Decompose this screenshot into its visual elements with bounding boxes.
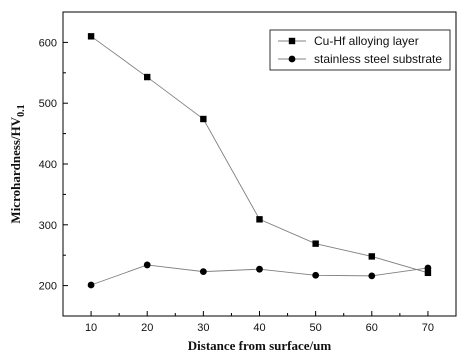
y-tick-label: 300 bbox=[39, 220, 57, 232]
data-point-circle bbox=[424, 264, 432, 272]
y-axis-title-main: Microhardness/HV bbox=[8, 116, 23, 223]
x-tick-label: 30 bbox=[197, 322, 209, 334]
x-tick-label: 50 bbox=[310, 322, 322, 334]
legend-marker-circle bbox=[288, 55, 296, 63]
data-point-square bbox=[368, 253, 375, 260]
data-point-square bbox=[200, 115, 207, 123]
series-2 bbox=[87, 261, 432, 289]
data-point-square bbox=[424, 269, 432, 277]
data-point-circle bbox=[87, 281, 95, 289]
legend-box bbox=[269, 29, 451, 71]
y-axis-title: Microhardness/HV0.1 bbox=[8, 104, 27, 223]
y-axis-title-subscript: 0.1 bbox=[16, 104, 27, 117]
legend-label: Cu-Hf alloying layer bbox=[314, 34, 419, 48]
legend-label: stainless steel substrate bbox=[314, 52, 442, 66]
data-point-square bbox=[312, 240, 319, 247]
x-axis-title: Distance from surface/um bbox=[188, 338, 332, 353]
legend-marker-square bbox=[288, 37, 296, 45]
x-tick-label: 20 bbox=[141, 322, 153, 334]
x-tick-label: 60 bbox=[366, 322, 378, 334]
data-point-circle bbox=[312, 271, 320, 279]
data-point-circle bbox=[368, 272, 376, 280]
data-point-circle bbox=[143, 261, 151, 269]
data-point-circle bbox=[199, 268, 207, 276]
x-tick-label: 40 bbox=[253, 322, 265, 334]
data-point-circle bbox=[256, 265, 263, 273]
axes: 10 20 30 40 50 60 70 200 300 400 500 600 bbox=[39, 11, 457, 334]
y-tick-label: 500 bbox=[39, 98, 57, 110]
data-point-square bbox=[144, 73, 151, 81]
series-1 bbox=[87, 33, 432, 277]
y-tick-label: 400 bbox=[39, 159, 57, 171]
y-tick-label: 600 bbox=[39, 37, 57, 49]
series-line bbox=[90, 35, 429, 274]
series-layer bbox=[87, 33, 432, 289]
data-point-square bbox=[87, 33, 95, 40]
legend: Cu-Hf alloying layer stainless steel subs… bbox=[269, 29, 451, 71]
x-tick-label: 10 bbox=[85, 322, 97, 334]
x-tick-label: 70 bbox=[422, 322, 434, 334]
y-tick-label: 200 bbox=[39, 281, 57, 293]
data-point-square bbox=[256, 216, 263, 223]
